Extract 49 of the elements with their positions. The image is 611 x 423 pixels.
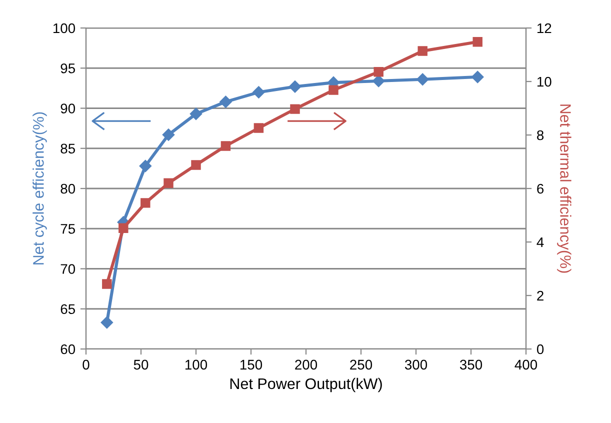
point [252, 86, 265, 98]
y2-tick-label: 12 [537, 23, 552, 34]
point [472, 37, 482, 47]
y2-tick-label: 8 [537, 130, 544, 140]
x-tick-label: 200 [295, 360, 318, 370]
point [190, 108, 202, 120]
point [288, 80, 302, 93]
x-tick-label: 250 [350, 360, 372, 370]
x-tick-label: 350 [460, 360, 482, 370]
point [191, 160, 201, 170]
y2-tick-label: 10 [537, 76, 552, 87]
y-tick-label: 80 [60, 184, 76, 194]
point [254, 123, 264, 133]
x-tick-label: 300 [404, 360, 428, 370]
point [118, 223, 128, 233]
point [416, 73, 429, 86]
y-tick-label: 75 [60, 224, 76, 234]
x-tick-label: 50 [134, 360, 148, 370]
y-tick-label: 95 [60, 63, 76, 74]
y-tick-label: 100 [53, 23, 76, 34]
y2-tick-label: 0 [536, 344, 544, 354]
point [374, 67, 384, 77]
x-tick-label: 0 [82, 360, 90, 370]
point [220, 96, 232, 108]
y-tick-label: 90 [60, 104, 76, 114]
point [418, 46, 428, 56]
y2-axis-title: Net thermal efficiency(%) [557, 104, 572, 273]
x-tick-label: 150 [240, 360, 262, 370]
y-tick-label: 60 [60, 344, 76, 354]
point [328, 85, 338, 95]
point [100, 316, 113, 329]
point [472, 70, 484, 84]
x-tick-label: 100 [185, 360, 208, 370]
point [140, 198, 150, 208]
y2-tick-label: 6 [537, 184, 544, 194]
point [139, 160, 152, 172]
x-axis-title: Net Power Output(kW) [230, 378, 382, 392]
point [102, 279, 112, 289]
point [220, 141, 231, 151]
x-tick-label: 400 [514, 360, 538, 370]
point [290, 104, 300, 114]
y-tick-label: 70 [60, 264, 76, 274]
y2-tick-label: 2 [537, 290, 544, 301]
y2-tick-label: 4 [536, 237, 544, 248]
point [162, 128, 175, 141]
y-tick-label: 65 [60, 304, 76, 314]
y-axis-title: Net cycle efficiency(%) [32, 112, 47, 264]
y-tick-label: 85 [60, 144, 76, 154]
point [164, 178, 174, 188]
